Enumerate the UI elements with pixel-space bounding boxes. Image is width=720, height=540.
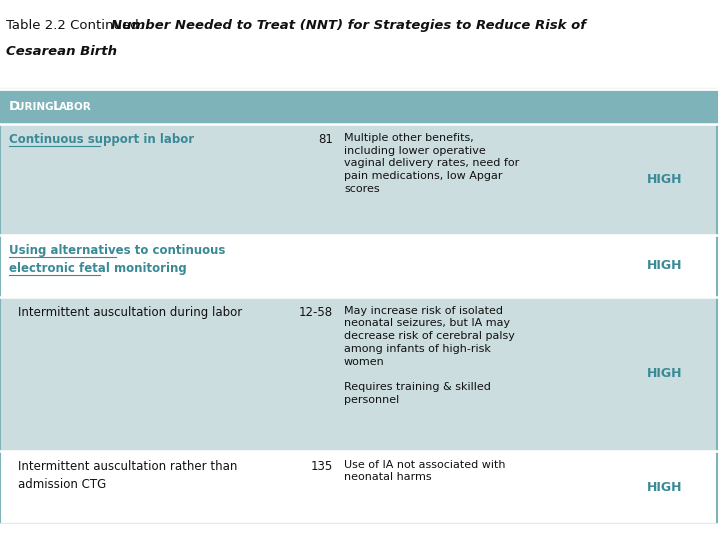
Text: Using alternatives to continuous: Using alternatives to continuous — [9, 244, 225, 256]
Text: 12-58: 12-58 — [299, 306, 333, 319]
Text: HIGH: HIGH — [647, 481, 683, 494]
Bar — [0, 297, 716, 451]
Bar — [0, 124, 716, 235]
Text: Use of IA not associated with
neonatal harms: Use of IA not associated with neonatal h… — [344, 460, 505, 482]
Text: ABOR: ABOR — [59, 102, 91, 112]
Text: URING: URING — [16, 102, 53, 112]
Text: 135: 135 — [311, 460, 333, 472]
Text: Table 2.2 Continued.: Table 2.2 Continued. — [6, 19, 147, 32]
Bar — [0, 451, 716, 524]
Text: D: D — [9, 100, 19, 113]
Text: HIGH: HIGH — [647, 259, 683, 273]
Text: Multiple other benefits,
including lower operative
vaginal delivery rates, need : Multiple other benefits, including lower… — [344, 133, 519, 194]
Text: Number Needed to Treat (NNT) for Strategies to Reduce Risk of: Number Needed to Treat (NNT) for Strateg… — [111, 19, 586, 32]
Bar — [0, 89, 716, 524]
Text: Intermittent auscultation during labor: Intermittent auscultation during labor — [18, 306, 242, 319]
Text: Cesarean Birth: Cesarean Birth — [6, 45, 117, 58]
Text: L: L — [53, 100, 60, 113]
Text: admission CTG: admission CTG — [18, 478, 106, 491]
Text: electronic fetal monitoring: electronic fetal monitoring — [9, 262, 186, 275]
Text: HIGH: HIGH — [647, 367, 683, 381]
Text: 81: 81 — [318, 133, 333, 146]
Text: Intermittent auscultation rather than: Intermittent auscultation rather than — [18, 460, 238, 472]
Text: May increase risk of isolated
neonatal seizures, but IA may
decrease risk of cer: May increase risk of isolated neonatal s… — [344, 306, 515, 405]
Text: HIGH: HIGH — [647, 173, 683, 186]
Text: Continuous support in labor: Continuous support in labor — [9, 133, 194, 146]
Bar — [0, 89, 716, 124]
Bar — [0, 235, 716, 297]
